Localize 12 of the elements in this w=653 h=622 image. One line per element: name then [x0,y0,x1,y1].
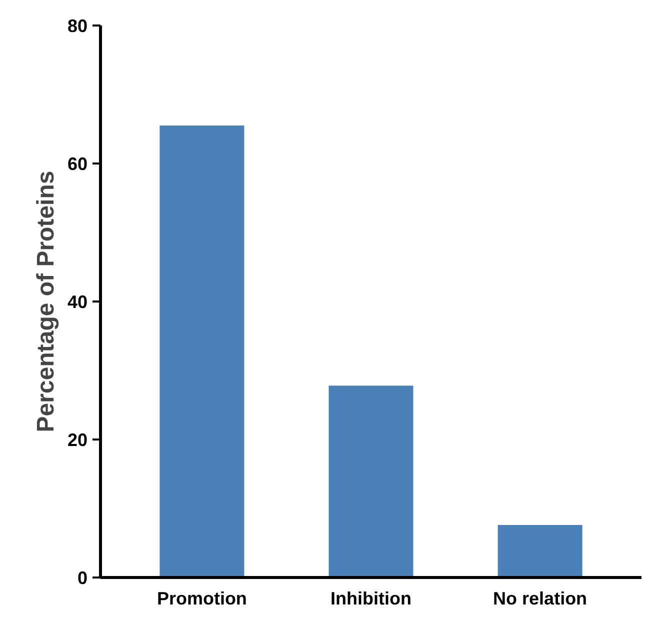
y-tick-label: 20 [67,430,88,450]
bar [160,126,244,578]
y-tick-label: 80 [67,16,88,36]
y-axis-title: Percentage of Proteins [32,170,60,432]
bar [328,386,414,578]
x-tick-label: Promotion [156,588,247,608]
y-tick-label: 60 [67,154,88,174]
x-tick-label: Inhibition [330,588,412,608]
y-tick-label: 40 [67,292,88,312]
y-tick-label: 0 [77,568,88,588]
x-tick-label: No relation [493,588,588,608]
bar [498,525,582,578]
